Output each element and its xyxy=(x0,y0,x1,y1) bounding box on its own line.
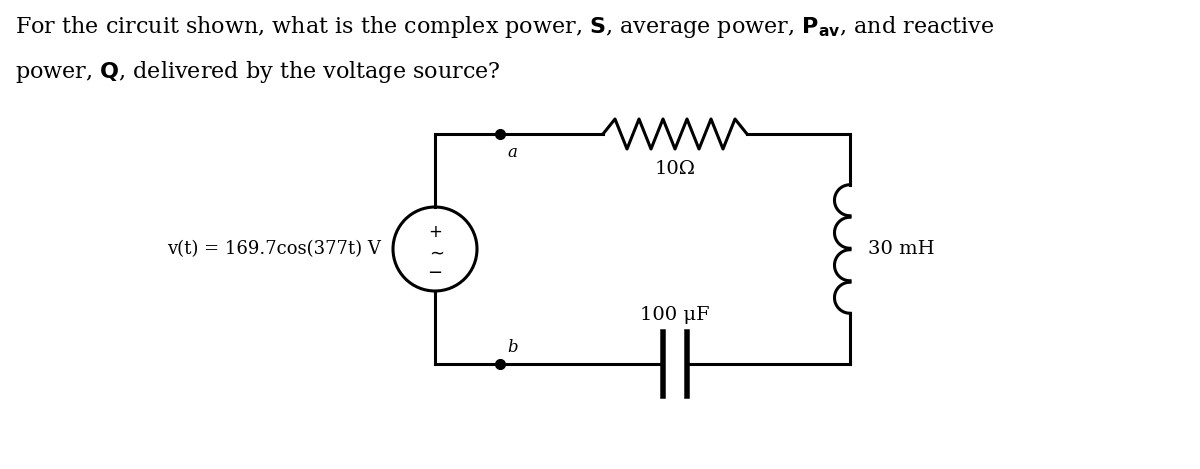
Text: For the circuit shown, what is the complex power, $\mathbf{S}$, average power, $: For the circuit shown, what is the compl… xyxy=(14,14,995,40)
Text: b: b xyxy=(508,339,517,356)
Text: v(t) = 169.7cos(377t) V: v(t) = 169.7cos(377t) V xyxy=(167,240,380,258)
Text: 100 μF: 100 μF xyxy=(640,306,710,324)
Text: $+$: $+$ xyxy=(428,224,442,241)
Text: power, $\mathbf{Q}$, delivered by the voltage source?: power, $\mathbf{Q}$, delivered by the vo… xyxy=(14,59,500,85)
Text: a: a xyxy=(508,144,517,161)
Text: 30 mH: 30 mH xyxy=(868,240,935,258)
Text: $-$: $-$ xyxy=(427,262,443,280)
Text: $\sim$: $\sim$ xyxy=(426,243,444,261)
Text: 10Ω: 10Ω xyxy=(654,160,696,178)
